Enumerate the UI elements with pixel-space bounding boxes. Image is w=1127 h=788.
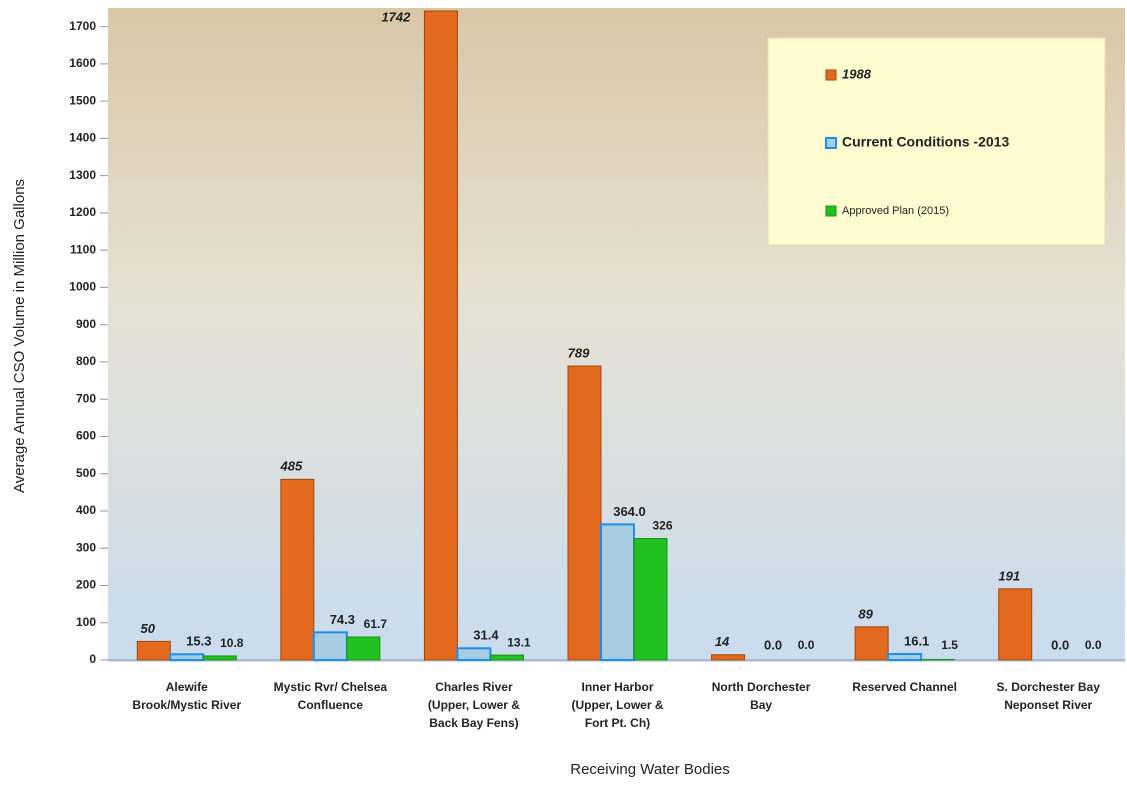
bar (633, 538, 668, 661)
y-axis-label: Average Annual CSO Volume in Million Gal… (11, 179, 28, 493)
x-tick-label: Mystic Rvr/ Chelsea (274, 680, 388, 694)
y-tick-label: 400 (76, 503, 96, 517)
value-label: 89 (858, 606, 873, 621)
y-tick-label: 1600 (69, 56, 96, 70)
x-axis-label: Receiving Water Bodies (570, 761, 730, 778)
y-tick-label: 600 (76, 429, 96, 443)
y-tick-label: 700 (76, 391, 96, 405)
bar (600, 523, 635, 661)
value-label: 31.4 (473, 628, 499, 643)
y-tick-label: 1100 (70, 242, 96, 256)
x-tick-label: Bay (750, 698, 772, 712)
x-tick-label: Confluence (298, 698, 364, 712)
bar (456, 647, 492, 662)
bar (280, 478, 315, 661)
value-label: 326 (652, 519, 672, 533)
legend-swatch (825, 205, 837, 217)
value-label: 50 (141, 621, 156, 636)
y-tick-label: 900 (76, 317, 96, 331)
y-tick-label: 1700 (69, 19, 96, 33)
value-label: 191 (998, 568, 1020, 583)
value-label: 61.7 (364, 617, 388, 631)
bar (887, 653, 923, 661)
value-label: 13.1 (507, 635, 531, 649)
bar (202, 655, 237, 661)
x-tick-label: (Upper, Lower & (571, 698, 663, 712)
y-tick-label: 1500 (69, 93, 96, 107)
bar (920, 658, 955, 661)
x-tick-label: Charles River (435, 680, 513, 694)
value-label: 74.3 (330, 612, 355, 627)
y-tick-label: 300 (76, 540, 96, 554)
value-label: 0.0 (764, 637, 782, 652)
y-tick-label: 200 (76, 578, 96, 592)
value-label: 16.1 (904, 633, 929, 648)
value-label: 0.0 (1051, 637, 1069, 652)
value-label: 364.0 (613, 504, 646, 519)
y-tick-label: 500 (76, 466, 96, 480)
bar (489, 654, 524, 661)
x-tick-label: Fort Pt. Ch) (585, 716, 650, 730)
value-label: 0.0 (798, 638, 815, 652)
value-label: 485 (280, 459, 303, 474)
y-tick-label: 1400 (69, 131, 96, 145)
y-tick-label: 100 (76, 615, 96, 629)
bar (854, 626, 889, 661)
value-label: 15.3 (186, 634, 211, 649)
bar (169, 653, 205, 662)
x-tick-label: Inner Harbor (581, 680, 653, 694)
y-tick-label: 800 (76, 354, 96, 368)
bar (136, 640, 171, 661)
x-tick-label: S. Dorchester Bay (997, 680, 1101, 694)
bar (312, 631, 348, 661)
bar (423, 10, 458, 661)
value-label: 14 (715, 634, 730, 649)
y-tick-label: 1300 (69, 168, 96, 182)
x-tick-label: Brook/Mystic River (132, 698, 241, 712)
bar (567, 365, 602, 661)
bar (711, 654, 746, 661)
x-tick-label: (Upper, Lower & (428, 698, 520, 712)
x-tick-label: North Dorchester (712, 680, 811, 694)
legend-label: 1988 (842, 66, 872, 81)
y-tick-label: 1000 (69, 280, 96, 294)
value-label: 1742 (381, 9, 411, 24)
legend-label: Approved Plan (2015) (842, 205, 949, 217)
y-tick-label: 1200 (69, 205, 96, 219)
bar (346, 636, 381, 661)
value-label: 1.5 (941, 638, 958, 652)
x-tick-label: Alewife (166, 680, 208, 694)
x-tick-label: Reserved Channel (852, 680, 957, 694)
legend-swatch (825, 69, 837, 81)
value-label: 789 (568, 345, 590, 360)
bar (998, 588, 1033, 661)
y-tick-label: 0 (89, 652, 96, 666)
legend-swatch (825, 137, 837, 149)
legend-box (767, 37, 1106, 246)
value-label: 0.0 (1085, 638, 1102, 652)
value-label: 10.8 (220, 636, 244, 650)
x-tick-label: Back Bay Fens) (429, 716, 518, 730)
legend-label: Current Conditions -2013 (842, 134, 1009, 150)
x-tick-label: Neponset River (1004, 698, 1092, 712)
